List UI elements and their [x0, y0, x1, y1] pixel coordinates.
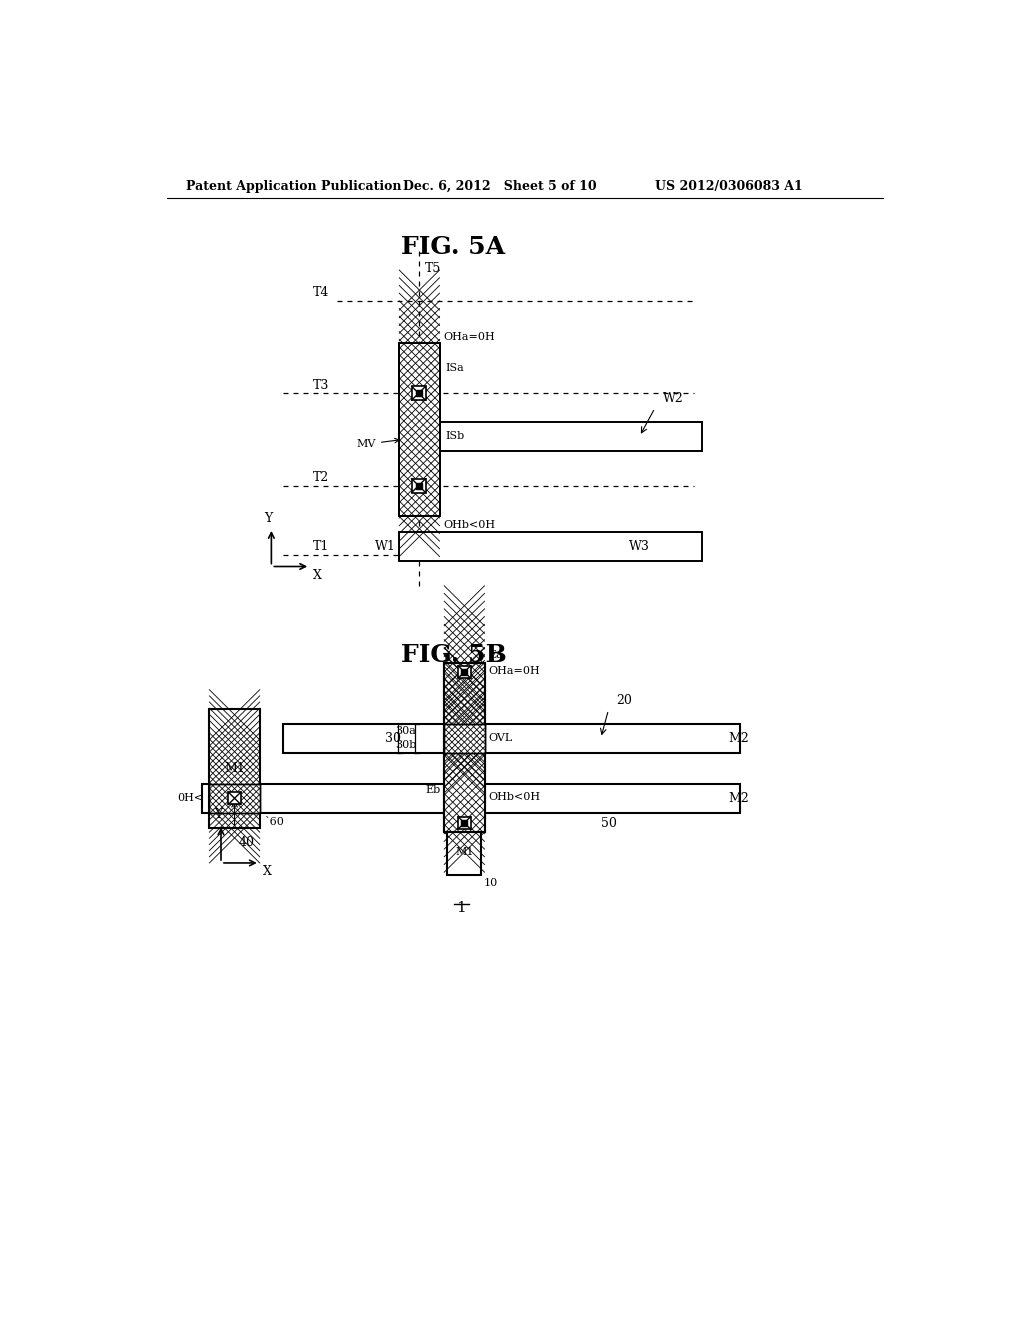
Bar [399, 343, 439, 516]
Text: FIG. 5A: FIG. 5A [401, 235, 506, 260]
Text: 10: 10 [483, 878, 498, 888]
Text: 0H<: 0H< [177, 793, 203, 804]
Text: W1: W1 [375, 540, 395, 553]
Bar [444, 663, 484, 832]
Text: MV: MV [356, 438, 399, 449]
Text: M1: M1 [224, 762, 245, 775]
Bar [399, 343, 439, 516]
Bar [444, 663, 484, 832]
Text: FIG. 5B: FIG. 5B [400, 644, 507, 668]
Bar [209, 784, 260, 813]
Bar [202, 784, 740, 813]
Text: OHa=0H: OHa=0H [443, 331, 496, 342]
Text: OHb<0H: OHb<0H [488, 792, 541, 801]
Text: `60: `60 [263, 817, 284, 826]
Text: W3: W3 [629, 540, 650, 553]
Text: ISa: ISa [445, 363, 465, 374]
Bar [209, 709, 260, 829]
Bar [228, 792, 241, 804]
Bar [209, 784, 260, 813]
Bar [444, 723, 484, 752]
Bar [444, 723, 484, 752]
Text: T4: T4 [313, 286, 330, 300]
Text: W2: W2 [663, 392, 683, 405]
Bar [444, 723, 484, 752]
Text: X: X [313, 569, 323, 582]
Text: 20: 20 [616, 693, 632, 706]
Bar [412, 387, 426, 400]
Text: Patent Application Publication: Patent Application Publication [186, 180, 401, 193]
Text: T5: T5 [425, 263, 441, 276]
Text: M2: M2 [729, 792, 750, 805]
Text: Y: Y [264, 512, 272, 525]
Bar [458, 665, 471, 678]
Text: OVL: OVL [488, 733, 513, 743]
Bar [209, 784, 260, 813]
Text: T3: T3 [313, 379, 330, 392]
Text: T1: T1 [313, 540, 330, 553]
Bar [412, 479, 426, 492]
Text: Ea: Ea [488, 649, 503, 660]
Bar [447, 830, 481, 875]
Text: M1: M1 [455, 847, 473, 857]
Text: 50: 50 [601, 817, 616, 830]
Bar [399, 532, 701, 561]
Text: X: X [263, 866, 271, 878]
Text: 1: 1 [457, 902, 466, 916]
Text: Dec. 6, 2012   Sheet 5 of 10: Dec. 6, 2012 Sheet 5 of 10 [403, 180, 597, 193]
Text: OHb<0H: OHb<0H [443, 520, 496, 531]
Text: Eb: Eb [425, 785, 440, 795]
Text: OHa=0H: OHa=0H [488, 665, 540, 676]
Text: T2: T2 [313, 471, 330, 484]
Bar [399, 343, 439, 516]
Text: 40: 40 [239, 836, 254, 849]
Text: US 2012/0306083 A1: US 2012/0306083 A1 [655, 180, 803, 193]
Bar [439, 422, 701, 451]
Text: 30a: 30a [395, 726, 417, 737]
Bar [444, 663, 484, 832]
Text: ISb: ISb [445, 430, 465, 441]
Text: M2: M2 [729, 731, 750, 744]
Text: Y: Y [214, 808, 222, 821]
Bar [458, 817, 471, 829]
Bar [283, 723, 740, 752]
Text: 30b: 30b [395, 741, 417, 750]
Text: 30: 30 [385, 731, 400, 744]
